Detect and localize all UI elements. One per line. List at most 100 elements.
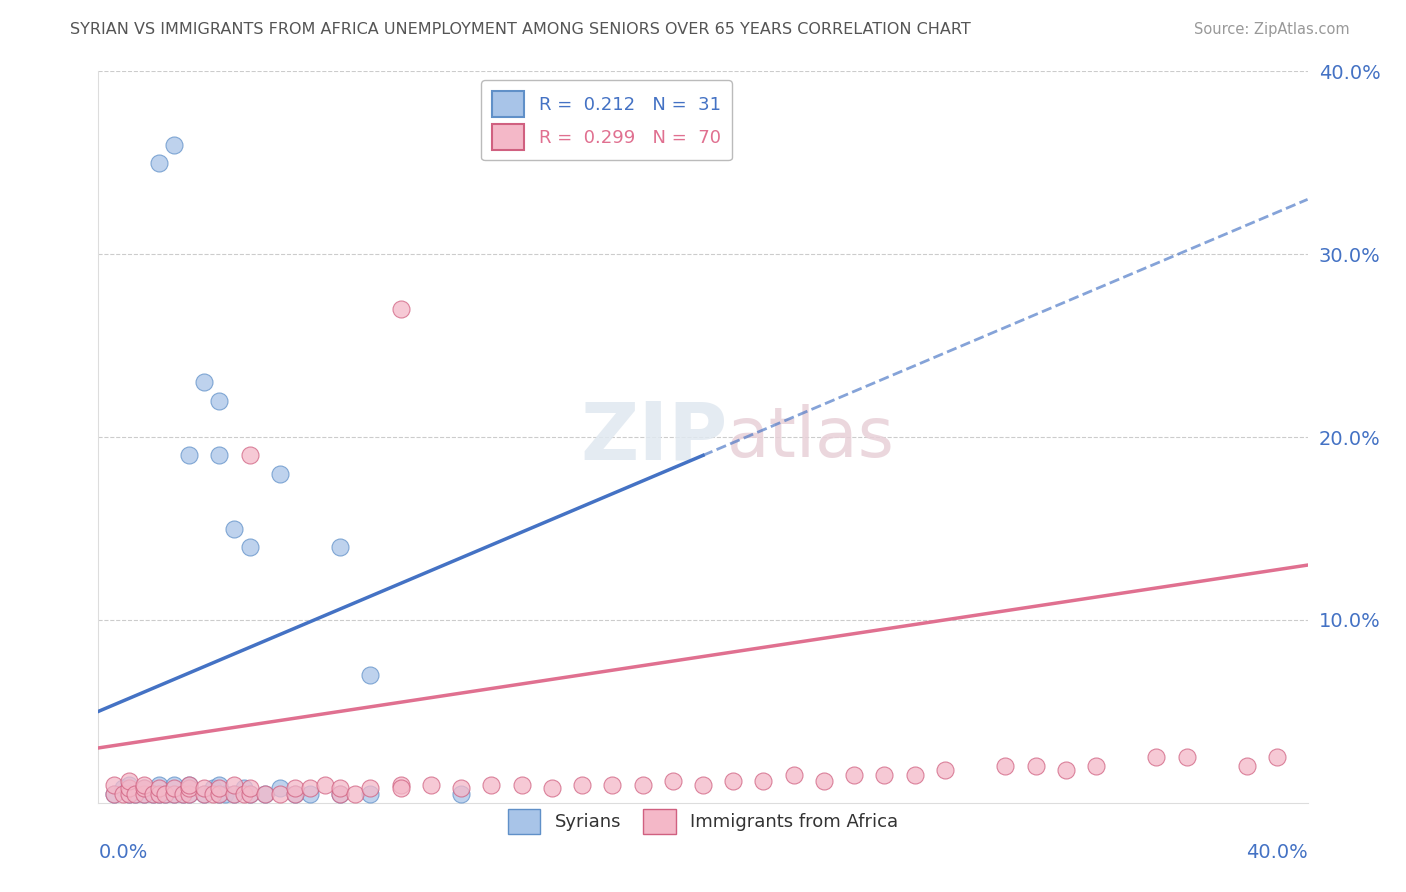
Point (1054, 763, 1077, 777)
Point (602, 778, 624, 792)
Text: atlas: atlas (727, 403, 896, 471)
Point (389, 778, 412, 792)
Point (118, 778, 141, 792)
Point (208, 778, 231, 792)
Point (284, 787, 307, 801)
Point (179, 448, 201, 462)
Point (179, 778, 201, 792)
Point (239, 787, 262, 801)
Point (148, 778, 170, 792)
Point (193, 375, 215, 389)
Point (172, 787, 194, 801)
Point (934, 763, 956, 777)
Point (661, 773, 683, 788)
Point (111, 787, 134, 801)
Point (1085, 759, 1108, 773)
Point (103, 787, 125, 801)
Point (904, 768, 927, 782)
Point (202, 781, 225, 796)
Point (224, 787, 246, 801)
Point (284, 787, 307, 801)
Point (224, 521, 246, 535)
Point (269, 787, 291, 801)
Point (179, 781, 201, 796)
Point (202, 787, 225, 801)
Point (118, 787, 141, 801)
Point (752, 773, 775, 788)
Point (103, 787, 125, 801)
Point (239, 448, 262, 462)
Point (153, 787, 176, 801)
Point (239, 781, 262, 796)
Point (269, 781, 291, 796)
Point (163, 787, 186, 801)
Point (232, 781, 254, 796)
Point (224, 778, 246, 792)
Point (389, 301, 412, 317)
Point (299, 787, 322, 801)
Point (118, 787, 141, 801)
Point (208, 448, 231, 462)
Point (124, 787, 146, 801)
Point (1175, 750, 1198, 764)
Point (118, 773, 141, 788)
Text: Source: ZipAtlas.com: Source: ZipAtlas.com (1194, 22, 1350, 37)
Point (208, 781, 231, 796)
Text: 0.0%: 0.0% (98, 843, 148, 862)
Point (103, 778, 125, 792)
Point (193, 787, 215, 801)
Point (723, 773, 745, 788)
Text: 40.0%: 40.0% (1246, 843, 1308, 862)
Point (269, 467, 291, 481)
Point (208, 787, 231, 801)
Text: ZIP: ZIP (579, 398, 727, 476)
Point (344, 787, 367, 801)
Point (153, 787, 176, 801)
Point (284, 781, 307, 796)
Point (450, 787, 472, 801)
Text: SYRIAN VS IMMIGRANTS FROM AFRICA UNEMPLOYMENT AMONG SENIORS OVER 65 YEARS CORREL: SYRIAN VS IMMIGRANTS FROM AFRICA UNEMPLO… (70, 22, 972, 37)
Point (163, 137, 186, 152)
Point (163, 778, 186, 792)
Point (360, 667, 382, 681)
Point (148, 156, 170, 170)
Point (163, 781, 186, 796)
Point (450, 781, 472, 796)
Point (111, 781, 134, 796)
Point (571, 778, 593, 792)
Point (873, 768, 896, 782)
Point (692, 778, 714, 792)
Point (214, 787, 236, 801)
Point (232, 787, 254, 801)
Point (360, 781, 382, 796)
Point (783, 768, 806, 782)
Point (142, 787, 165, 801)
Point (132, 778, 155, 792)
Point (360, 787, 382, 801)
Point (148, 787, 170, 801)
Point (329, 781, 352, 796)
Point (540, 781, 562, 796)
Point (994, 759, 1017, 773)
Point (148, 787, 170, 801)
Point (132, 787, 155, 801)
Point (224, 787, 246, 801)
Point (329, 540, 352, 554)
Point (239, 540, 262, 554)
Point (132, 781, 155, 796)
Point (844, 768, 866, 782)
Point (142, 787, 165, 801)
Point (329, 787, 352, 801)
Point (163, 787, 186, 801)
Point (389, 781, 412, 796)
Point (179, 778, 201, 792)
Point (299, 781, 322, 796)
Point (118, 781, 141, 796)
Point (148, 781, 170, 796)
Point (1236, 759, 1258, 773)
Point (510, 778, 533, 792)
Legend: Syrians, Immigrants from Africa: Syrians, Immigrants from Africa (501, 801, 905, 841)
Point (813, 773, 835, 788)
Point (132, 781, 155, 796)
Point (253, 787, 276, 801)
